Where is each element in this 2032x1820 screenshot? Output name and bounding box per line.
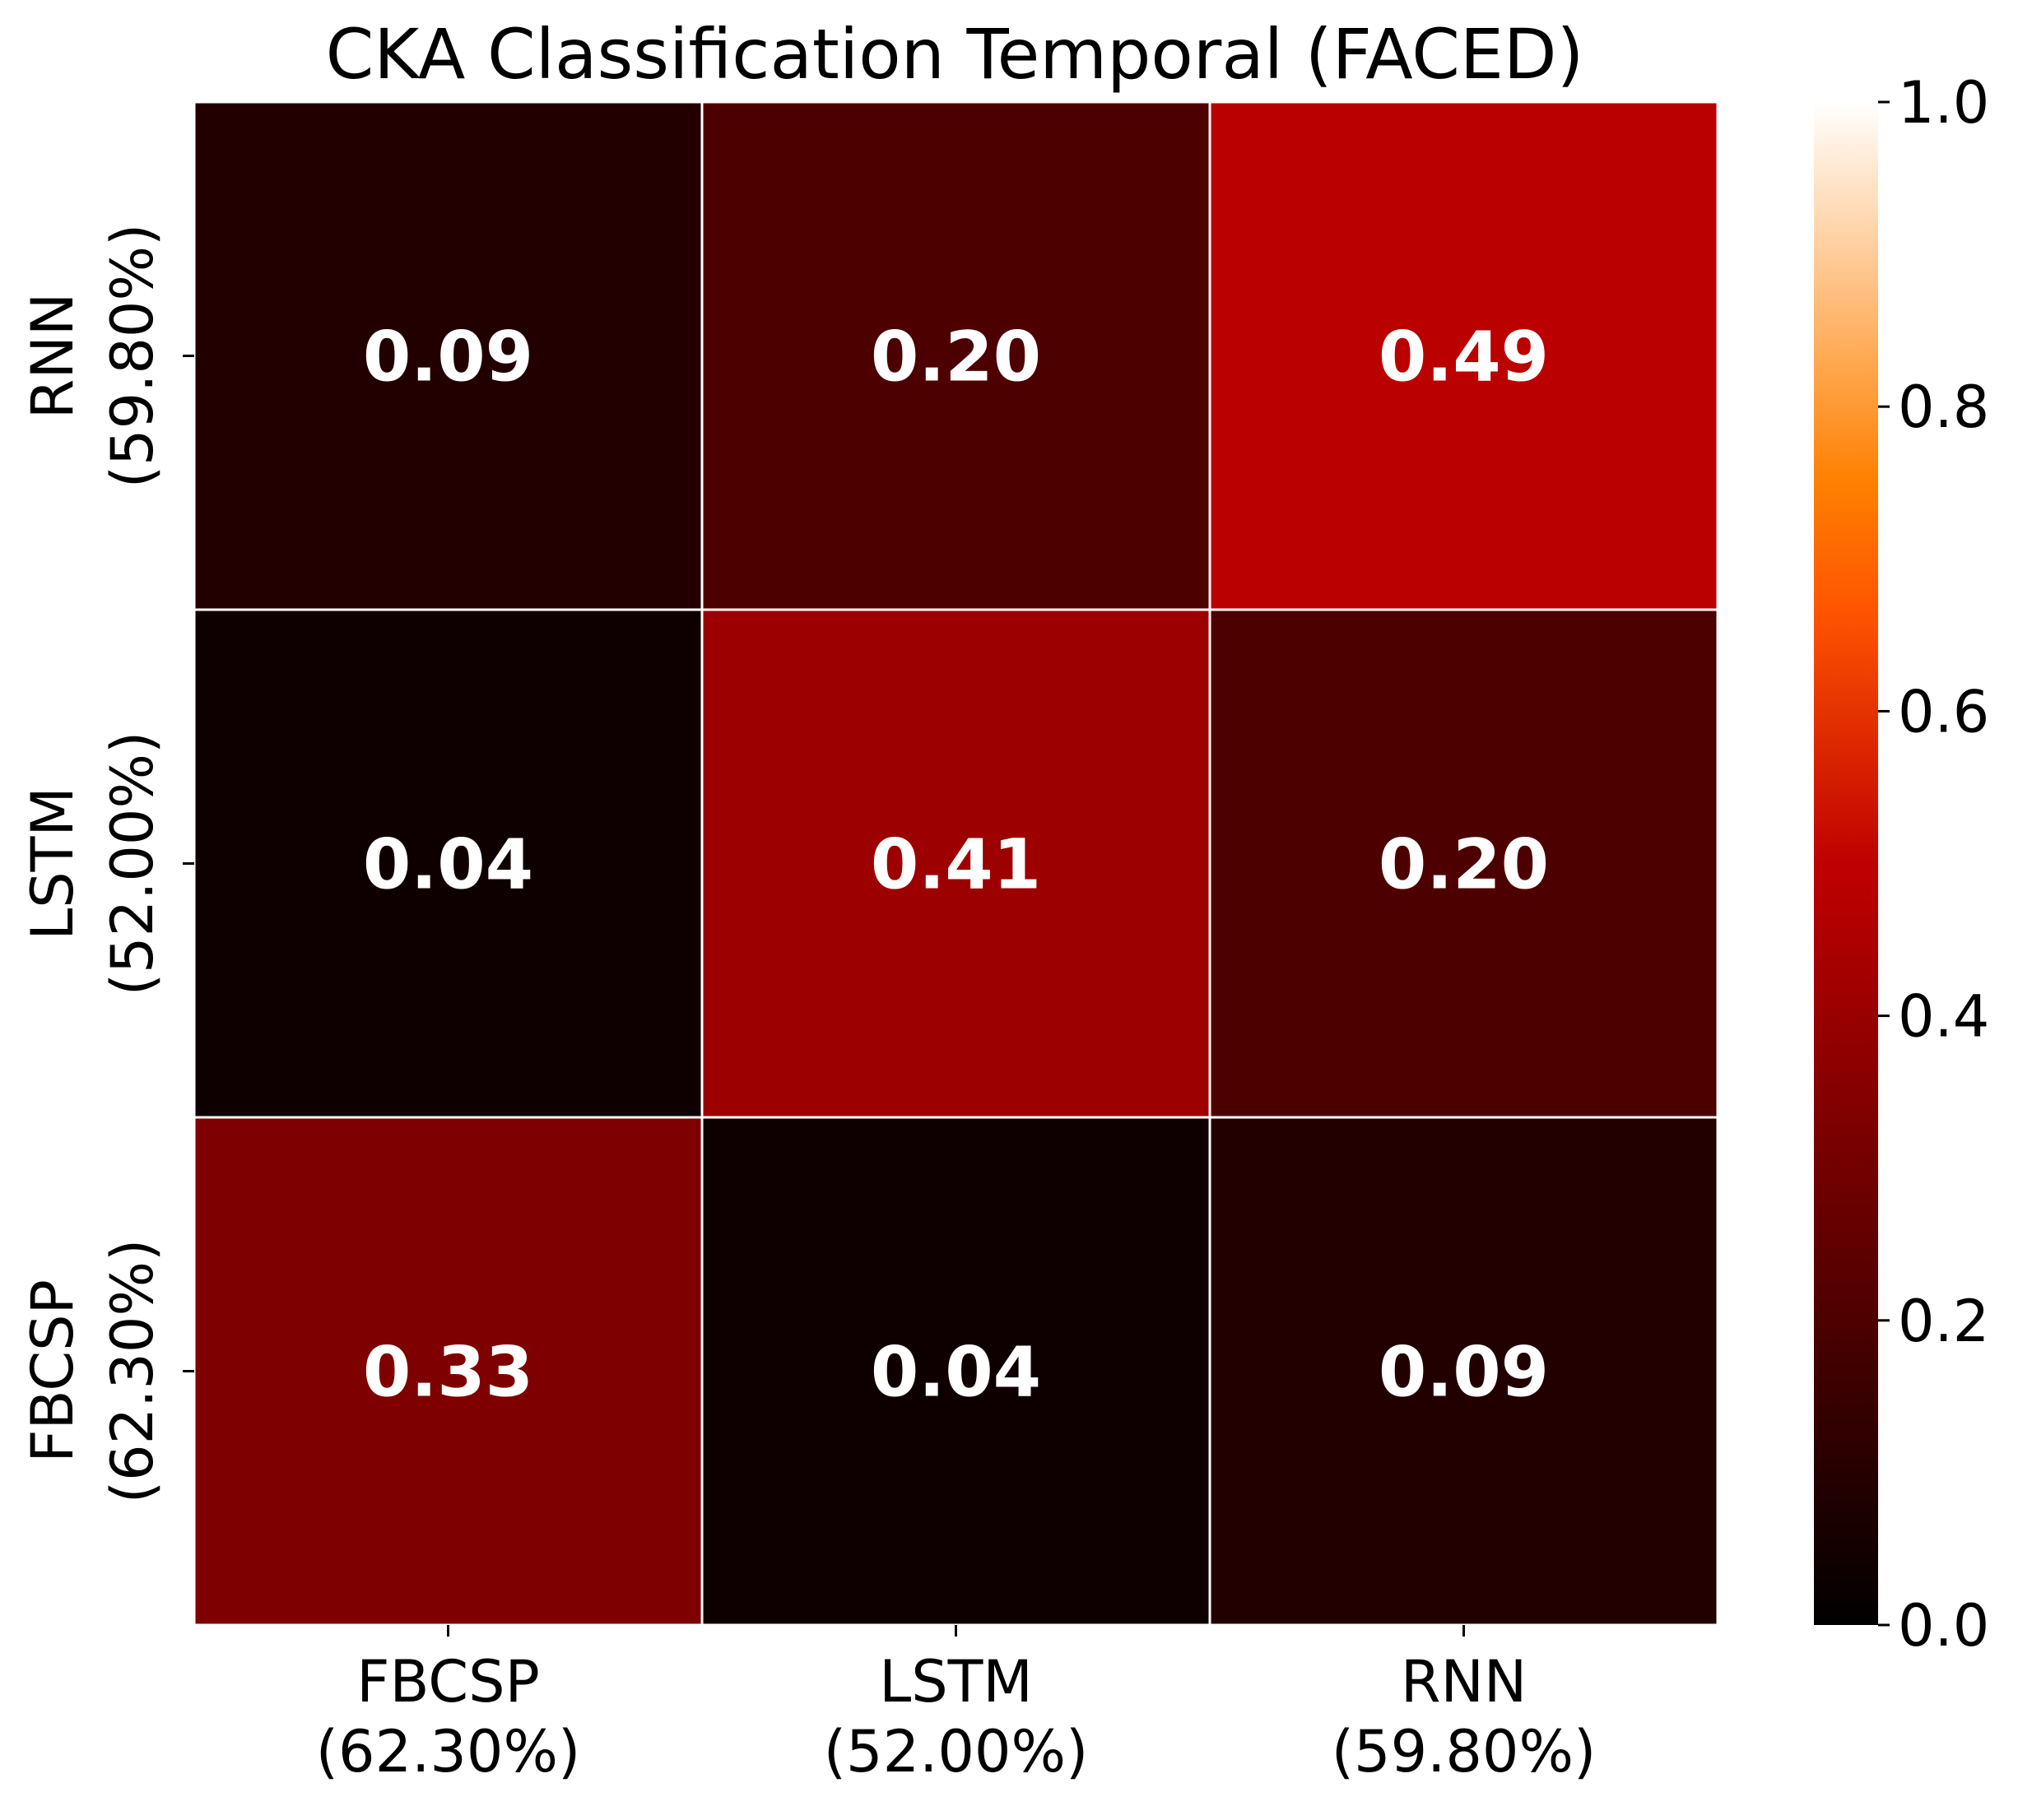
colorbar-tick-label: 0.6 bbox=[1898, 678, 1989, 745]
colorbar-tick-label: 0.0 bbox=[1898, 1592, 1989, 1660]
y-tick-label-accuracy: (52.00%) bbox=[99, 731, 166, 996]
x-tick-label: RNN bbox=[1401, 1648, 1527, 1716]
cell-value-labels: 0.09 0.20 0.49 0.04 0.41 0.20 0.33 0.04 0.09 bbox=[363, 317, 1549, 1413]
heatmap-cells bbox=[193, 100, 1719, 1627]
x-tick-label: LSTM bbox=[879, 1648, 1033, 1716]
cell-value-label: 0.04 bbox=[871, 1332, 1041, 1413]
cell-value-label: 0.20 bbox=[871, 317, 1041, 397]
y-tick-label: RNN bbox=[19, 293, 86, 419]
x-tick-label-accuracy: (62.30%) bbox=[316, 1718, 581, 1785]
x-tick-label: FBCSP bbox=[356, 1648, 540, 1716]
heatmap-cell bbox=[700, 1116, 1211, 1627]
chart-title: CKA Classification Temporal (FACED) bbox=[326, 14, 1584, 95]
heatmap-cell bbox=[1208, 608, 1719, 1119]
heatmap-cell bbox=[193, 100, 704, 611]
colorbar: 0.0 0.2 0.4 0.6 0.8 1.0 bbox=[1814, 69, 1989, 1660]
y-tick-label-accuracy: (59.80%) bbox=[99, 224, 166, 489]
cell-value-label: 0.20 bbox=[1379, 824, 1549, 905]
y-tick-label: LSTM bbox=[19, 787, 86, 940]
x-tick-label-accuracy: (59.80%) bbox=[1332, 1718, 1597, 1785]
colorbar-tick-label: 0.4 bbox=[1898, 983, 1989, 1051]
colorbar-tick-label: 0.2 bbox=[1898, 1288, 1989, 1355]
cell-value-label: 0.41 bbox=[871, 824, 1041, 905]
heatmap-cell bbox=[193, 608, 704, 1119]
cell-value-label: 0.09 bbox=[363, 317, 533, 397]
colorbar-tick-label: 0.8 bbox=[1898, 374, 1989, 441]
y-tick-label-accuracy: (62.30%) bbox=[99, 1239, 166, 1504]
heatmap-cell bbox=[700, 608, 1211, 1119]
cell-value-label: 0.33 bbox=[363, 1332, 533, 1413]
x-tick-label-accuracy: (52.00%) bbox=[824, 1718, 1089, 1785]
y-axis: RNN (59.80%) LSTM (52.00%) FBCSP (62.30%) bbox=[19, 224, 194, 1504]
heatmap-cell bbox=[1208, 100, 1719, 611]
heatmap-cell bbox=[193, 1116, 704, 1627]
y-tick-label: FBCSP bbox=[19, 1279, 86, 1463]
colorbar-gradient bbox=[1814, 102, 1878, 1625]
x-axis: FBCSP(62.30%) LSTM(52.00%) RNN(59.80%) bbox=[316, 1625, 1597, 1785]
cell-value-label: 0.04 bbox=[363, 824, 533, 905]
colorbar-tick-label: 1.0 bbox=[1898, 69, 1989, 137]
heatmap-cell bbox=[700, 100, 1211, 611]
cell-value-label: 0.09 bbox=[1379, 1332, 1549, 1413]
cell-value-label: 0.49 bbox=[1379, 317, 1549, 397]
